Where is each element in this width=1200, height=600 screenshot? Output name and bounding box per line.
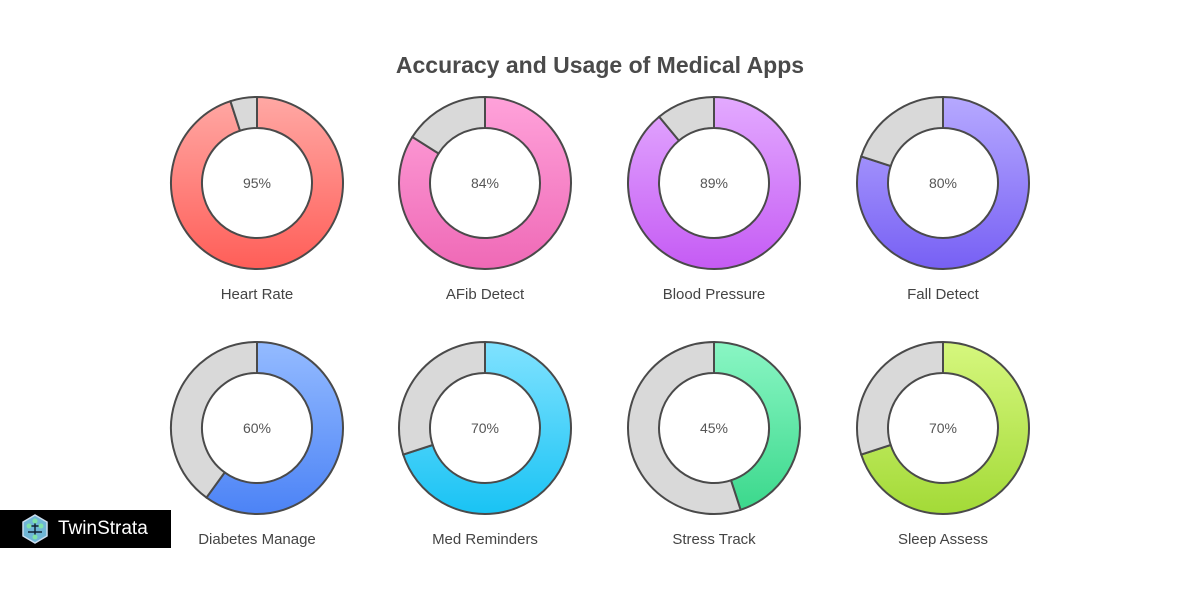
value-label: 80% <box>929 175 957 191</box>
donut-med-reminders: 70% Med Reminders <box>398 340 572 548</box>
value-arc <box>398 95 572 270</box>
remainder-arc <box>411 95 486 155</box>
category-label: Med Reminders <box>432 531 538 548</box>
remainder-arc <box>859 95 944 168</box>
value-arc <box>401 340 572 515</box>
remainder-arc <box>170 340 258 499</box>
donut-stress-track: 45% Stress Track <box>627 340 801 548</box>
donut-afib-detect: 84% AFib Detect <box>398 95 572 303</box>
value-label: 95% <box>243 175 271 191</box>
value-arc <box>713 340 801 512</box>
value-label: 45% <box>700 420 728 436</box>
value-label: 70% <box>471 420 499 436</box>
value-label: 89% <box>700 175 728 191</box>
category-label: Heart Rate <box>221 286 294 303</box>
donut-fall-detect: 80% Fall Detect <box>856 95 1030 303</box>
donut-blood-pressure: 89% Blood Pressure <box>627 95 801 303</box>
value-arc <box>856 95 1030 270</box>
logo-text: TwinStrata <box>58 518 148 539</box>
value-arc <box>859 340 1030 515</box>
remainder-arc <box>856 340 944 456</box>
category-label: Diabetes Manage <box>198 531 316 548</box>
value-label: 70% <box>929 420 957 436</box>
donut-heart-rate: 95% Heart Rate <box>170 95 344 303</box>
remainder-arc <box>229 95 258 132</box>
value-arc <box>627 95 801 270</box>
donut-sleep-assess: 70% Sleep Assess <box>856 340 1030 548</box>
value-arc <box>170 95 344 270</box>
category-label: Stress Track <box>672 531 756 548</box>
category-label: AFib Detect <box>446 286 525 303</box>
remainder-arc <box>627 340 742 515</box>
category-label: Fall Detect <box>907 286 980 303</box>
value-label: 84% <box>471 175 499 191</box>
remainder-arc <box>398 340 486 456</box>
donut-diabetes-manage: 60% Diabetes Manage <box>170 340 344 548</box>
value-label: 60% <box>243 420 271 436</box>
twinstrata-logo: TwinStrata <box>0 510 171 548</box>
category-label: Blood Pressure <box>663 286 766 303</box>
value-arc <box>205 340 344 515</box>
remainder-arc <box>657 95 715 143</box>
category-label: Sleep Assess <box>898 531 988 548</box>
logo-icon <box>22 514 48 544</box>
chart-title: Accuracy and Usage of Medical Apps <box>395 52 805 78</box>
